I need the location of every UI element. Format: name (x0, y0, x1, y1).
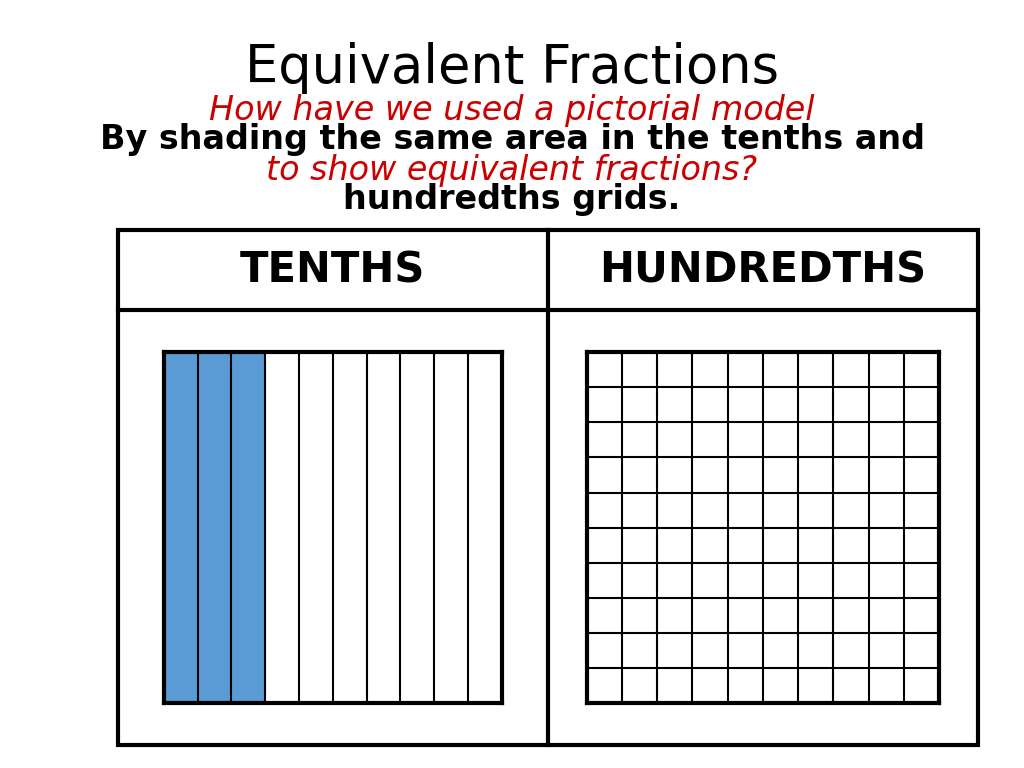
Bar (198, 353, 231, 703)
Bar (164, 353, 198, 703)
Text: to show equivalent fractions?: to show equivalent fractions? (266, 154, 758, 187)
Text: How have we used a pictorial model: How have we used a pictorial model (209, 94, 815, 127)
Bar (231, 353, 265, 703)
Text: hundredths grids.: hundredths grids. (343, 183, 681, 216)
Text: By shading the same area in the tenths and: By shading the same area in the tenths a… (99, 123, 925, 156)
Bar (118, 230, 978, 745)
Text: HUNDREDTHS: HUNDREDTHS (599, 250, 927, 291)
Text: TENTHS: TENTHS (240, 250, 426, 291)
Text: Equivalent Fractions: Equivalent Fractions (245, 42, 779, 94)
